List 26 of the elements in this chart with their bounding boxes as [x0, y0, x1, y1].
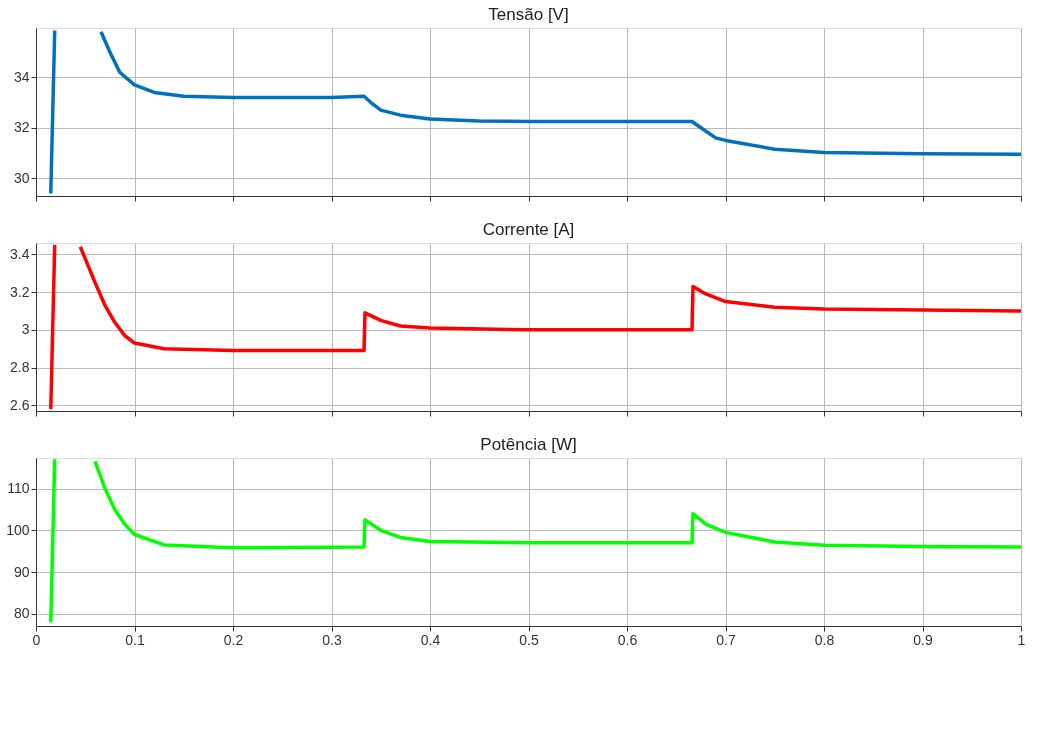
- y-tick-label: 3.2: [10, 283, 30, 300]
- x-tick-label: 0.1: [125, 631, 145, 648]
- x-tick-label: 0.4: [420, 631, 441, 648]
- y-tick-label: 2.8: [10, 359, 30, 376]
- chart-title: Potência [W]: [480, 435, 577, 454]
- chart-title: Corrente [A]: [482, 220, 575, 239]
- y-tick-label: 3: [21, 321, 30, 338]
- y-tick-label: 80: [13, 605, 30, 622]
- y-tick-label: 2.6: [10, 396, 30, 413]
- y-tick-label: 30: [13, 169, 30, 186]
- x-tick-label: 0.2: [223, 631, 244, 648]
- x-tick-label: 0.8: [814, 631, 835, 648]
- y-tick-label: 100: [6, 521, 30, 538]
- x-tick-label: 0.3: [322, 631, 342, 648]
- x-tick-label: 0: [32, 631, 41, 648]
- y-tick-label: 3.4: [10, 245, 30, 262]
- y-tick-label: 32: [13, 119, 30, 136]
- y-tick-label: 110: [7, 480, 30, 497]
- chart-title: Tensão [V]: [488, 5, 569, 24]
- x-tick-label: 0.5: [519, 631, 539, 648]
- y-tick-label: 90: [13, 563, 30, 580]
- x-tick-label: 1: [1017, 631, 1026, 648]
- x-tick-label: 0.9: [913, 631, 933, 648]
- x-tick-label: 0.6: [617, 631, 638, 648]
- x-tick-label: 0.7: [716, 631, 736, 648]
- y-tick-label: 34: [13, 68, 30, 85]
